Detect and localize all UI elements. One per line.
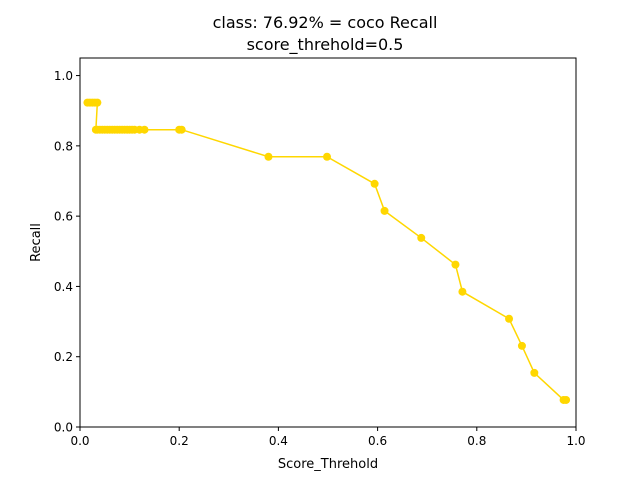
chart-title: class: 76.92% = coco Recall	[213, 13, 438, 32]
data-point	[264, 152, 273, 161]
data-point	[417, 233, 426, 242]
chart-subtitle: score_threhold=0.5	[247, 35, 404, 55]
data-point	[93, 98, 102, 107]
data-point	[380, 206, 389, 215]
y-tick-label: 0.6	[54, 210, 73, 224]
y-tick-label: 0.8	[54, 139, 73, 153]
y-tick-label: 1.0	[54, 69, 73, 83]
x-tick-label: 0.6	[368, 434, 387, 448]
y-tick-label: 0.2	[54, 350, 73, 364]
data-point	[370, 179, 379, 188]
x-axis-label: Score_Threhold	[278, 457, 378, 472]
x-axis-ticks: 0.0 0.2 0.4 0.6 0.8 1.0	[70, 427, 586, 448]
y-tick-label: 0.4	[54, 280, 73, 294]
series-layer	[83, 98, 571, 404]
data-point	[458, 287, 467, 296]
data-point	[562, 395, 571, 404]
data-point	[505, 314, 514, 323]
x-tick-label: 0.2	[170, 434, 189, 448]
y-axis-label: Recall	[29, 223, 44, 262]
data-point	[177, 125, 186, 134]
data-point	[517, 341, 526, 350]
data-point	[323, 152, 332, 161]
x-tick-label: 0.0	[70, 434, 89, 448]
data-point	[451, 260, 460, 269]
y-axis-ticks: 0.0 0.2 0.4 0.6 0.8 1.0	[54, 69, 80, 435]
data-point	[140, 125, 149, 134]
plot-frame	[79, 57, 577, 428]
x-tick-label: 1.0	[566, 434, 585, 448]
x-tick-label: 0.8	[467, 434, 486, 448]
x-tick-label: 0.4	[269, 434, 288, 448]
y-tick-label: 0.0	[54, 421, 73, 435]
data-point	[530, 368, 539, 377]
